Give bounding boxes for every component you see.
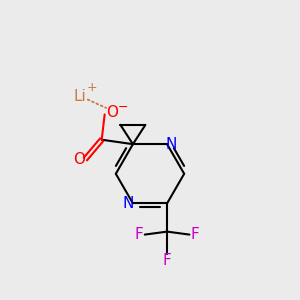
Text: +: + [87, 81, 97, 94]
Text: N: N [166, 137, 177, 152]
Text: O: O [106, 105, 118, 120]
Text: F: F [134, 227, 143, 242]
Text: −: − [118, 101, 128, 114]
Text: Li: Li [73, 88, 86, 104]
Text: F: F [163, 253, 172, 268]
Text: N: N [123, 196, 134, 211]
Text: O: O [74, 152, 86, 166]
Text: F: F [191, 227, 200, 242]
